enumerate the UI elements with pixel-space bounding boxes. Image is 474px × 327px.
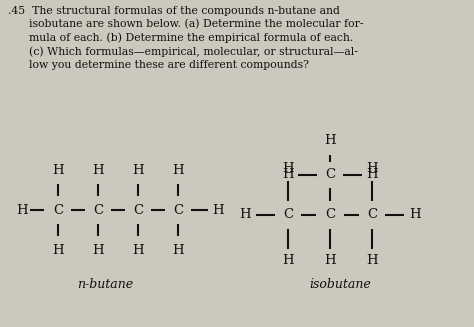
Text: H: H (324, 254, 336, 267)
Text: H: H (172, 244, 184, 256)
Text: H: H (132, 244, 144, 256)
Text: H: H (409, 209, 421, 221)
Text: H: H (16, 203, 28, 216)
Text: H: H (239, 209, 251, 221)
Text: C: C (325, 168, 335, 181)
Text: isobutane: isobutane (309, 279, 371, 291)
Text: H: H (324, 133, 336, 146)
Text: H: H (282, 254, 294, 267)
Text: H: H (172, 164, 184, 177)
Text: H: H (366, 163, 378, 176)
Text: C: C (93, 203, 103, 216)
Text: H: H (52, 244, 64, 256)
Text: C: C (53, 203, 63, 216)
Text: C: C (283, 209, 293, 221)
Text: H: H (212, 203, 224, 216)
Text: C: C (367, 209, 377, 221)
Text: C: C (173, 203, 183, 216)
Text: H: H (366, 168, 378, 181)
Text: H: H (52, 164, 64, 177)
Text: C: C (325, 209, 335, 221)
Text: C: C (133, 203, 143, 216)
Text: H: H (132, 164, 144, 177)
Text: H: H (366, 254, 378, 267)
Text: H: H (282, 163, 294, 176)
Text: H: H (92, 164, 104, 177)
Text: H: H (92, 244, 104, 256)
Text: H: H (282, 168, 294, 181)
Text: .45  The structural formulas of the compounds n-butane and
      isobutane are s: .45 The structural formulas of the compo… (8, 6, 364, 70)
Text: n-butane: n-butane (77, 279, 133, 291)
